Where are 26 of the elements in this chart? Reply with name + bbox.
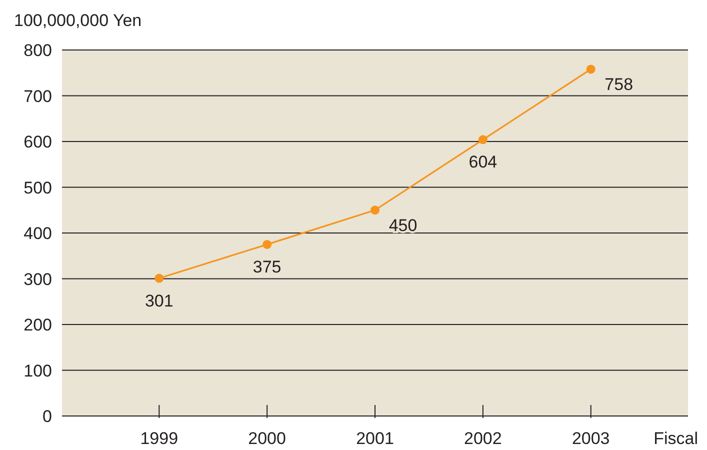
point <box>586 64 596 74</box>
x-tick-label: 2002 <box>464 429 502 448</box>
x-tick-label: 1999 <box>140 429 178 448</box>
y-tick-label: 400 <box>24 224 52 243</box>
y-tick-label: 700 <box>24 86 52 106</box>
data-label: 450 <box>388 216 418 236</box>
point <box>154 274 164 283</box>
data-label: 758 <box>604 75 634 94</box>
point <box>370 206 380 215</box>
y-tick-label: 300 <box>24 270 52 289</box>
data-label: 604 <box>468 152 498 172</box>
data-label: 301 <box>144 291 174 310</box>
y-tick-label: 0 <box>42 407 52 426</box>
y-tick-label: 500 <box>24 178 52 198</box>
x-tick-label: 2000 <box>248 429 286 448</box>
y-tick-label: 200 <box>24 316 52 334</box>
y-tick-label: 800 <box>24 41 52 60</box>
point <box>478 135 488 144</box>
x-tick-label: 2001 <box>356 429 394 448</box>
y-tick-label: 600 <box>24 132 52 152</box>
y-tick-label: 100 <box>24 361 52 380</box>
y-axis-title: 100,000,000 Yen <box>14 11 142 30</box>
point <box>262 240 272 249</box>
x-axis-title: Fiscal <box>654 429 698 448</box>
x-tick-label: 2003 <box>572 429 610 448</box>
data-label: 375 <box>252 257 282 276</box>
